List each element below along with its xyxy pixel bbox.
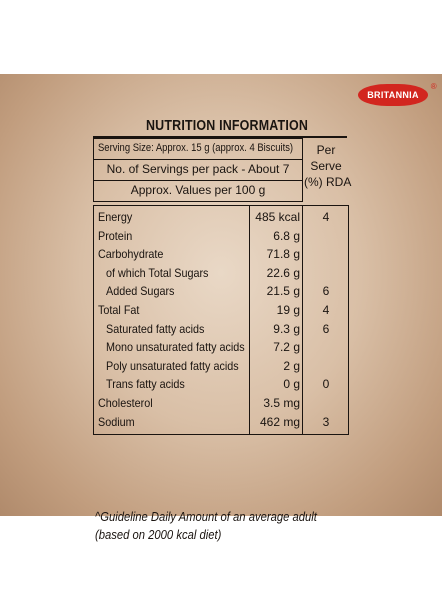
nutrient-label: Mono unsaturated fatty acids	[106, 340, 245, 355]
footnote-line2: (based on 2000 kcal diet)	[95, 528, 222, 542]
table-row: Sodium 462 mg 3	[98, 413, 344, 431]
nutrient-value: 71.8 g	[266, 247, 300, 262]
nutrient-value: 9.3 g	[273, 321, 300, 336]
nutrient-value: 3.5 mg	[263, 396, 300, 410]
nutrient-label: Protein	[98, 228, 133, 243]
per-serve-header: Per Serve (%) RDA	[304, 142, 352, 190]
nutrient-value: 19 g	[276, 303, 300, 317]
table-row: Added Sugars 21.5 g 6	[98, 282, 344, 300]
nutrient-value: 6.8 g	[273, 228, 300, 243]
footnote: ^Guideline Daily Amount of an average ad…	[95, 508, 317, 544]
nutrient-rda: 4	[322, 210, 330, 224]
table-row: Trans fatty acids 0 g 0	[98, 375, 344, 393]
nutrient-label: Cholesterol	[98, 396, 153, 410]
table-row: Protein 6.8 g	[98, 227, 344, 245]
footnote-line1: ^Guideline Daily Amount of an average ad…	[95, 510, 317, 524]
nutrient-label: Trans fatty acids	[106, 377, 185, 392]
nutrient-table: Energy 485 kcal 4 Protein 6.8 g Carbohydrate 7…	[93, 205, 349, 435]
nutrient-rda: 6	[322, 284, 330, 299]
serving-divider	[94, 159, 302, 161]
column-divider	[302, 206, 304, 434]
nutrient-label: Total Fat	[98, 303, 140, 317]
nutrient-value: 2 g	[283, 358, 300, 373]
table-row: Saturated fatty acids 9.3 g 6	[98, 320, 344, 338]
title-rule	[93, 136, 347, 138]
britannia-logo: BRITANNIA ®	[358, 82, 437, 106]
nutrition-title: NUTRITION INFORMATION	[146, 118, 309, 134]
nutrient-label: Carbohydrate	[98, 247, 164, 262]
serving-info-box: Serving Size: Approx. 15 g (approx. 4 Bi…	[93, 138, 303, 202]
servings-per-pack: No. of Servings per pack - About 7	[106, 162, 290, 176]
values-basis: Approx. Values per 100 g	[130, 183, 266, 197]
serving-size: Serving Size: Approx. 15 g (approx. 4 Bi…	[98, 142, 294, 154]
nutrient-value: 485 kcal	[255, 210, 300, 224]
nutrient-rda: 3	[322, 414, 330, 429]
nutrient-value: 462 mg	[259, 414, 300, 429]
per-serve-line1: Per	[316, 143, 336, 157]
table-row: Poly unsaturated fatty acids 2 g	[98, 357, 344, 375]
logo-text: BRITANNIA	[367, 90, 419, 100]
nutrient-rda: 4	[322, 303, 330, 317]
nutrient-label: Energy	[98, 210, 133, 224]
table-row: of which Total Sugars 22.6 g	[98, 264, 344, 282]
nutrient-value: 22.6 g	[266, 265, 300, 280]
table-row: Total Fat 19 g 4	[98, 301, 344, 319]
nutrition-panel: BRITANNIA ® NUTRITION INFORMATION Servin…	[0, 74, 442, 542]
nutrient-value: 21.5 g	[266, 284, 300, 299]
per-serve-line2: Serve	[310, 159, 342, 173]
nutrient-value: 0 g	[283, 377, 300, 392]
nutrient-rda: 6	[322, 321, 330, 336]
nutrient-label: Saturated fatty acids	[106, 321, 205, 336]
table-row: Energy 485 kcal 4	[98, 208, 344, 226]
nutrient-label: Sodium	[98, 414, 135, 429]
table-row: Cholesterol 3.5 mg	[98, 394, 344, 412]
serving-divider	[94, 180, 302, 182]
nutrient-value: 7.2 g	[273, 340, 300, 355]
nutrient-rda: 0	[322, 377, 330, 392]
column-divider	[249, 206, 251, 434]
per-serve-line3: (%) RDA	[304, 175, 352, 189]
registered-mark: ®	[430, 82, 437, 91]
table-row: Mono unsaturated fatty acids 7.2 g	[98, 338, 344, 356]
nutrient-label: Poly unsaturated fatty acids	[106, 358, 239, 373]
table-row: Carbohydrate 71.8 g	[98, 245, 344, 263]
nutrient-label: of which Total Sugars	[106, 265, 209, 280]
nutrient-label: Added Sugars	[106, 284, 175, 299]
